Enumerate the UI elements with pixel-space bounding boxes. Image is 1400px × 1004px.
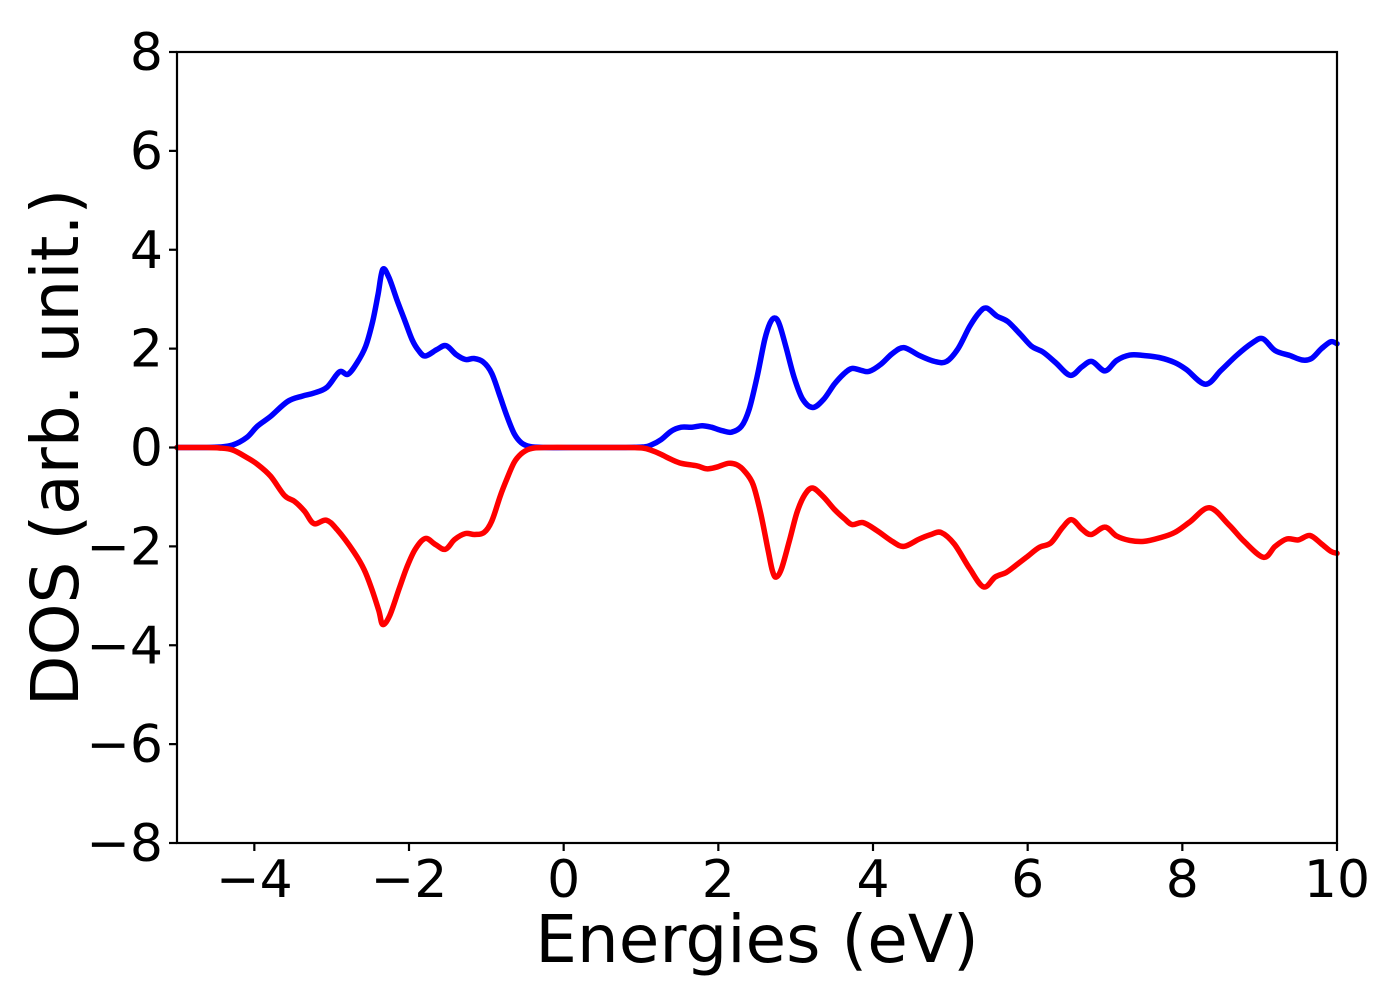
y-tick-label: −8: [86, 814, 163, 874]
y-tick-label: 6: [130, 122, 163, 182]
y-axis-label: DOS (arb. unit.): [17, 189, 94, 706]
y-tick-label: −2: [86, 517, 163, 577]
y-tick-label: 2: [130, 320, 163, 380]
x-tick-label: −2: [371, 850, 448, 910]
x-axis-label: Energies (eV): [535, 901, 979, 978]
curve-group: [174, 266, 1340, 628]
spin-up-curve: [174, 266, 1340, 451]
x-tick-label: 4: [856, 850, 889, 910]
y-axis-ticks: −8 −6 −4 −2 0 2 4 6 8: [86, 23, 177, 874]
y-tick-label: −6: [86, 715, 163, 775]
x-tick-label: 0: [547, 850, 580, 910]
x-tick-label: 8: [1166, 850, 1199, 910]
plot-border: [175, 50, 1339, 845]
y-tick-label: 4: [130, 221, 163, 281]
x-tick-label: 10: [1304, 850, 1370, 910]
y-tick-label: 8: [130, 23, 163, 83]
x-tick-label: 6: [1011, 850, 1044, 910]
x-axis-ticks: −4 −2 0 2 4 6 8 10: [216, 843, 1370, 910]
x-tick-label: −4: [216, 850, 293, 910]
x-tick-label: 2: [702, 850, 735, 910]
y-tick-label: −4: [86, 616, 163, 676]
y-tick-label: 0: [130, 419, 163, 479]
spin-down-curve: [174, 444, 1340, 628]
